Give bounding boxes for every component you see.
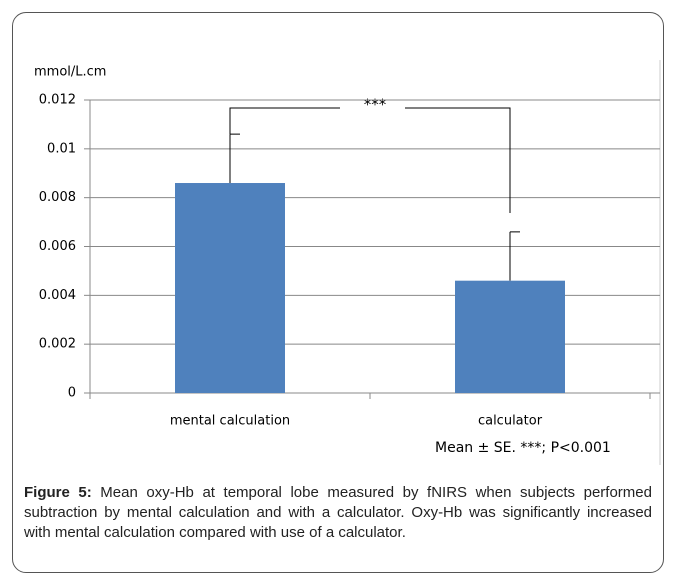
x-tick-label: calculator (478, 414, 543, 429)
bar (455, 280, 565, 393)
caption-label: Figure 5: (24, 484, 92, 501)
y-tick-label: 0.012 (39, 93, 76, 108)
y-tick-label: 0.002 (39, 337, 76, 352)
caption: Figure 5: Mean oxy-Hb at temporal lobe m… (24, 483, 652, 543)
error-bar (229, 133, 240, 184)
y-tick-label: 0.01 (47, 141, 76, 156)
caption-text: Mean oxy-Hb at temporal lobe measured by… (24, 484, 652, 541)
x-tick-label: mental calculation (170, 414, 290, 429)
figure-frame (12, 12, 664, 573)
y-tick-label: 0.008 (39, 190, 76, 205)
y-tick-label: 0 (68, 386, 76, 401)
bar (175, 183, 285, 393)
y-tick-label: 0.004 (39, 288, 76, 303)
significance: *** (364, 96, 387, 114)
error-bar (509, 231, 520, 281)
y-tick-label: 0.006 (39, 239, 76, 254)
chart: mmol/L.cm *** Mean ± SE. ***; P<0.001 0 0… (34, 60, 661, 465)
significance-bracket (229, 107, 511, 213)
y-axis-label: mmol/L.cm (34, 65, 106, 80)
note: Mean ± SE. ***; P<0.001 (435, 440, 611, 456)
